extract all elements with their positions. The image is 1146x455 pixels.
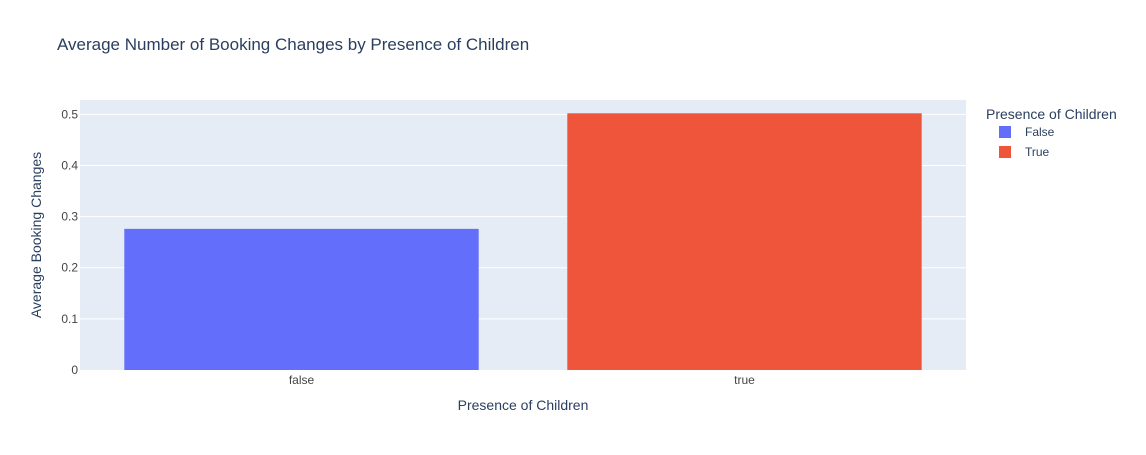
- x-tick-label: false: [289, 373, 315, 387]
- x-axis-ticks: false true: [289, 373, 755, 387]
- legend-title: Presence of Children: [986, 106, 1117, 122]
- y-tick-label: 0.5: [61, 107, 78, 121]
- chart-title: Average Number of Booking Changes by Pre…: [57, 35, 529, 54]
- y-tick-label: 0.1: [61, 312, 78, 326]
- y-tick-label: 0.2: [61, 261, 78, 275]
- x-axis-label: Presence of Children: [458, 397, 589, 413]
- bar-true[interactable]: [567, 113, 922, 370]
- bar-false[interactable]: [124, 228, 479, 370]
- y-tick-label: 0: [71, 363, 78, 377]
- x-tick-label: true: [734, 373, 755, 387]
- legend-items: False True: [999, 125, 1055, 159]
- y-axis-ticks: 0 0.1 0.2 0.3 0.4 0.5: [61, 107, 78, 377]
- y-axis-label: Average Booking Changes: [28, 152, 44, 318]
- legend: Presence of Children False True: [986, 106, 1117, 159]
- legend-swatch[interactable]: [999, 126, 1011, 138]
- legend-label[interactable]: False: [1025, 125, 1055, 139]
- legend-swatch[interactable]: [999, 146, 1011, 158]
- y-tick-label: 0.4: [61, 158, 78, 172]
- y-tick-label: 0.3: [61, 210, 78, 224]
- legend-label[interactable]: True: [1025, 145, 1050, 159]
- bars: [124, 113, 922, 370]
